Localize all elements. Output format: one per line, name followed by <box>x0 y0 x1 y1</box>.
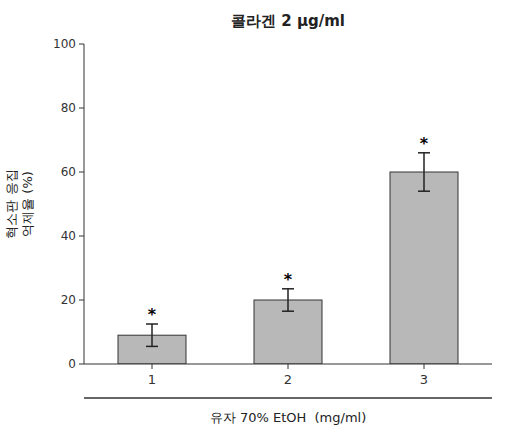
error-cap <box>146 346 158 348</box>
y-tick <box>79 236 84 237</box>
y-axis-label: 혁소판 응집억제율 (%) <box>4 169 35 238</box>
y-tick-label: 0 <box>68 357 76 371</box>
y-tick <box>79 364 84 365</box>
chart-container: 0 20 40 60 80 100 1 2 3 * * * 유자 70% EtOH (mg/ml) 혁소판… <box>0 0 514 448</box>
y-tick-label: 60 <box>61 165 76 179</box>
y-tick <box>79 300 84 301</box>
error-cap <box>418 190 430 192</box>
chart-svg: 0 20 40 60 80 100 1 2 3 * * * 유자 70% EtOH (mg/ml) 혁소판… <box>0 0 514 448</box>
y-tick-label: 80 <box>61 101 76 115</box>
y-tick-label: 40 <box>61 229 76 243</box>
x-tick-label: 2 <box>284 372 292 387</box>
y-tick <box>79 44 84 45</box>
x-tick-label: 1 <box>148 372 156 387</box>
y-tick-label: 100 <box>53 37 76 51</box>
error-bar <box>146 324 158 346</box>
y-axis-label-line: 혁소판 응집 <box>4 169 19 238</box>
x-axis-label: 유자 70% EtOH (mg/ml) <box>210 410 366 425</box>
error-cap <box>282 310 294 312</box>
y-tick <box>79 172 84 173</box>
x-tick <box>152 364 153 369</box>
y-axis-label-line: 억제율 (%) <box>20 171 35 237</box>
x-label-separator <box>84 397 492 399</box>
x-tick <box>424 364 425 369</box>
x-tick-label: 3 <box>420 372 428 387</box>
plot-area <box>118 153 458 364</box>
error-line <box>151 324 153 346</box>
y-tick-label: 20 <box>61 293 76 307</box>
y-tick <box>79 108 84 109</box>
annotation: * <box>284 270 293 289</box>
annotation: * <box>148 305 157 324</box>
x-tick <box>288 364 289 369</box>
error-line <box>423 153 425 191</box>
annotation: * <box>420 134 429 153</box>
y-axis-line <box>84 44 85 364</box>
chart-title: 콜라겐 2 μg/ml <box>231 12 345 30</box>
error-bar <box>282 289 294 311</box>
bar <box>390 172 458 364</box>
error-line <box>287 289 289 311</box>
error-bar <box>418 153 430 191</box>
